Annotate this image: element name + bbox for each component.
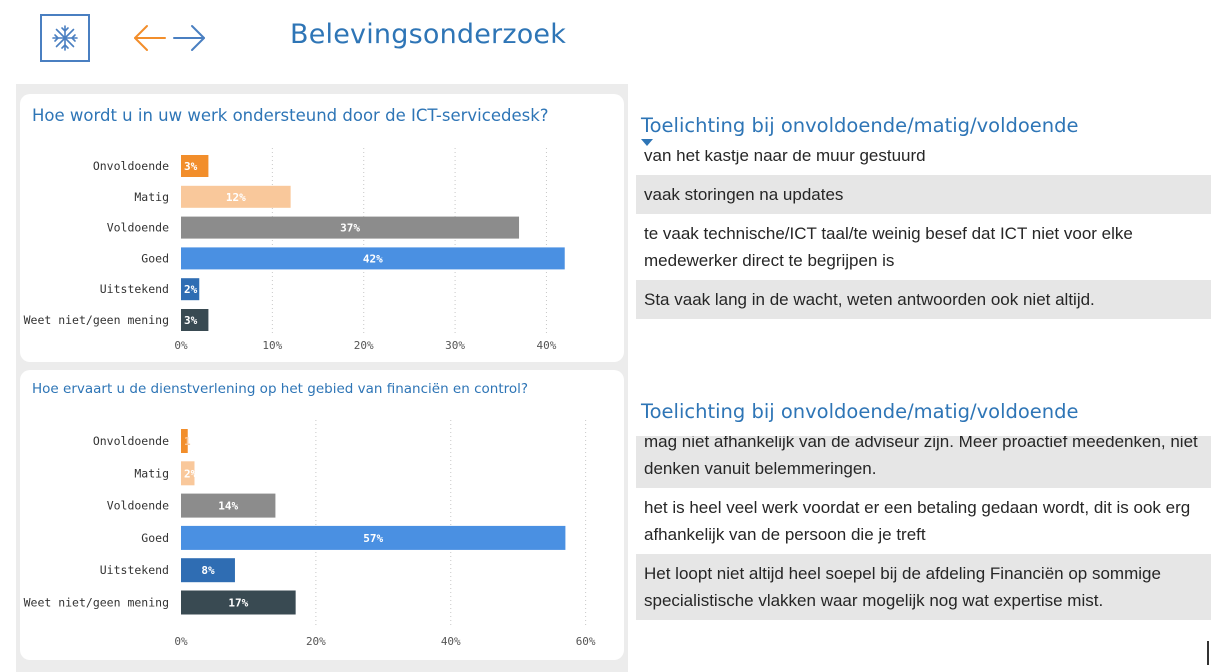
data-label: 3% xyxy=(184,160,198,173)
bar[interactable] xyxy=(181,461,195,486)
x-tick-label: 30% xyxy=(445,339,465,352)
data-label: 14% xyxy=(218,500,238,513)
data-label: 37% xyxy=(340,222,360,235)
data-label: 2% xyxy=(184,467,198,480)
category-label: Uitstekend xyxy=(100,282,169,296)
scrollbar-thumb[interactable] xyxy=(1207,641,1209,665)
category-label: Matig xyxy=(134,466,169,480)
category-label: Goed xyxy=(141,531,169,545)
x-tick-label: 40% xyxy=(441,635,461,648)
panel-title-financien: Toelichting bij onvoldoende/matig/voldoe… xyxy=(641,400,1079,423)
chart-card-financien-control[interactable]: Hoe ervaart u de dienstverlening op het … xyxy=(20,370,624,660)
bar[interactable] xyxy=(181,590,296,615)
x-tick-label: 0% xyxy=(174,339,188,352)
x-tick-label: 20% xyxy=(306,635,326,648)
arrow-right-icon[interactable] xyxy=(172,20,208,56)
bar-chart-ict-servicedesk[interactable]: 0% 10% 20% 30% 40% Onvoldoende 3% Matig 12% Voldo… xyxy=(20,94,624,362)
bar[interactable] xyxy=(181,429,188,453)
list-item: het is heel veel werk voordat er een bet… xyxy=(644,498,1191,544)
bar[interactable] xyxy=(181,247,565,270)
bar[interactable] xyxy=(181,216,520,239)
snowflake-icon xyxy=(52,25,78,51)
data-label: 17% xyxy=(228,597,248,610)
list-item: te vaak technische/ICT taal/te weinig be… xyxy=(644,224,1133,270)
list-item: vaak storingen na updates xyxy=(636,175,1211,214)
x-tick-label: 20% xyxy=(354,339,374,352)
bar[interactable] xyxy=(181,309,209,331)
category-label: Onvoldoende xyxy=(93,434,169,448)
bar[interactable] xyxy=(181,155,209,177)
category-label: Voldoende xyxy=(107,499,169,513)
data-label: 8% xyxy=(201,564,215,577)
chart-title: Hoe wordt u in uw werk ondersteund door … xyxy=(32,106,549,125)
bar[interactable] xyxy=(181,493,276,518)
bar[interactable] xyxy=(181,525,566,550)
logo-button[interactable] xyxy=(40,14,90,62)
panel-title-ict: Toelichting bij onvoldoende/matig/voldoe… xyxy=(641,114,1079,137)
comment-list-ict[interactable]: van het kastje naar de muur gestuurd vaa… xyxy=(636,150,1211,364)
arrow-left-icon[interactable] xyxy=(131,20,167,56)
bar[interactable] xyxy=(181,558,235,583)
page-title: Belevingsonderzoek xyxy=(290,19,567,50)
list-item: Sta vaak lang in de wacht, weten antwoor… xyxy=(636,280,1211,319)
category-label: Goed xyxy=(141,251,169,265)
list-item: Het loopt niet altijd heel soepel bij de… xyxy=(636,554,1211,620)
list-item: van het kastje naar de muur gestuurd xyxy=(644,150,926,165)
comment-list-financien[interactable]: mag niet afhankelijk van de adviseur zij… xyxy=(636,436,1211,672)
data-label: 12% xyxy=(226,191,246,204)
bar[interactable] xyxy=(181,185,291,208)
category-label: Voldoende xyxy=(107,221,169,235)
sort-desc-icon[interactable] xyxy=(641,139,653,147)
x-tick-label: 0% xyxy=(174,635,188,648)
bar-chart-financien-control[interactable]: 0% 20% 40% 60% Onvoldoende 1 Matig 2% Voldoende 1… xyxy=(20,370,624,660)
category-label: Uitstekend xyxy=(100,563,169,577)
x-tick-label: 10% xyxy=(262,339,282,352)
category-label: Weet niet/geen mening xyxy=(24,313,169,327)
bar[interactable] xyxy=(181,278,200,301)
chart-title: Hoe ervaart u de dienstverlening op het … xyxy=(32,381,529,397)
data-label: 3% xyxy=(184,314,198,327)
chart-card-ict-servicedesk[interactable]: Hoe wordt u in uw werk ondersteund door … xyxy=(20,94,624,362)
data-label: 57% xyxy=(363,532,383,545)
data-label: 2% xyxy=(184,283,198,296)
x-tick-label: 40% xyxy=(537,339,557,352)
data-label: 1 xyxy=(184,435,191,448)
category-label: Matig xyxy=(134,190,169,204)
list-item: mag niet afhankelijk van de adviseur zij… xyxy=(636,436,1211,488)
category-label: Weet niet/geen mening xyxy=(24,596,169,610)
category-label: Onvoldoende xyxy=(93,159,169,173)
data-label: 42% xyxy=(363,252,383,265)
x-tick-label: 60% xyxy=(576,635,596,648)
